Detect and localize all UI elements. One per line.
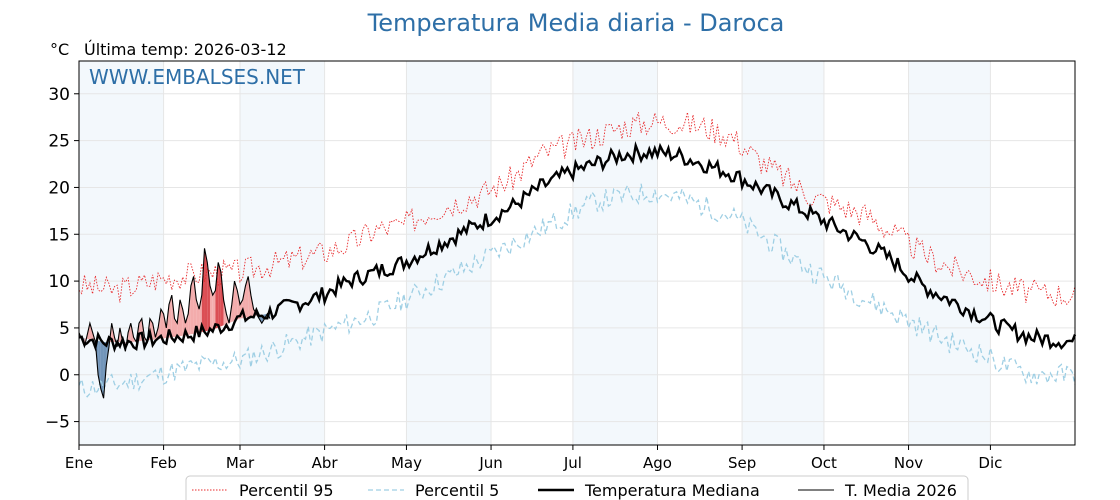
watermark: WWW.EMBALSES.NET xyxy=(89,65,306,89)
x-tick-label-dic: Dic xyxy=(978,454,1002,472)
legend-label-percentil-5: Percentil 5 xyxy=(415,481,499,500)
anomaly-fill-38 xyxy=(190,276,194,335)
anomaly-fill-41 xyxy=(199,295,202,333)
series-percentil-5 xyxy=(78,183,1076,398)
x-tick-label-may: May xyxy=(391,454,422,472)
series-percentil-95 xyxy=(78,111,1076,308)
month-band-4 xyxy=(742,61,824,445)
anomaly-fill-34 xyxy=(179,299,183,337)
month-band-2 xyxy=(406,61,492,445)
y-tick-label-0: 0 xyxy=(59,366,70,386)
anomaly-fill-58 xyxy=(245,276,249,318)
anomaly-fill-55 xyxy=(237,290,240,320)
anomaly-fill-49 xyxy=(220,271,224,327)
legend-box xyxy=(185,475,969,500)
month-band-1 xyxy=(239,61,325,445)
chart-title: Temperatura Media diaria - Daroca xyxy=(367,9,785,37)
anomaly-fill-54 xyxy=(234,281,238,321)
x-tick-label-nov: Nov xyxy=(894,454,923,472)
plot-frame xyxy=(78,60,1076,446)
anomaly-fill-39 xyxy=(193,276,197,334)
x-tick-label-feb: Feb xyxy=(150,454,177,472)
x-tick-label-ene: Ene xyxy=(65,454,93,472)
plot-area: WWW.EMBALSES.NET −5 0 5 10 15 20 25 30 Ene Feb Mar A… xyxy=(45,60,1077,472)
x-tick-label-oct: Oct xyxy=(811,454,837,472)
y-tick-label--5: −5 xyxy=(45,413,70,433)
x-tick-label-jul: Jul xyxy=(563,454,582,472)
anomaly-fill-31 xyxy=(171,295,175,338)
series-t-media-2026 xyxy=(78,248,271,399)
legend-label-t-media-2026: T. Media 2026 xyxy=(844,481,957,500)
unit-label: °C xyxy=(50,40,69,59)
series-temperatura-mediana xyxy=(78,140,1077,353)
month-band-0 xyxy=(79,61,164,445)
anomaly-fill-27 xyxy=(160,309,164,339)
x-tick-label-abr: Abr xyxy=(312,454,339,472)
last-temp-label: Última temp: 2026-03-12 xyxy=(84,40,287,59)
month-band-5 xyxy=(908,61,991,445)
legend-label-percentil-95: Percentil 95 xyxy=(239,481,334,500)
anomaly-fill-50 xyxy=(223,299,227,326)
month-band-3 xyxy=(572,61,658,445)
x-tick-label-jun: Jun xyxy=(478,454,502,472)
anomaly-fill-44 xyxy=(207,262,210,331)
anomaly-fill-48 xyxy=(218,262,221,328)
legend-label-temperatura-mediana: Temperatura Mediana xyxy=(584,481,760,500)
anomaly-fill-30 xyxy=(169,295,172,338)
y-tick-label-30: 30 xyxy=(48,85,70,105)
anomaly-fill-59 xyxy=(248,276,251,318)
x-tick-label-ago: Ago xyxy=(643,454,672,472)
y-tick-label-5: 5 xyxy=(59,319,70,339)
x-tick-label-sep: Sep xyxy=(728,454,756,472)
x-tick-label-mar: Mar xyxy=(226,454,255,472)
y-tick-label-15: 15 xyxy=(48,225,70,245)
anomaly-fill-43 xyxy=(204,248,208,332)
y-tick-label-10: 10 xyxy=(48,272,70,292)
legend: Percentil 95 Percentil 5 Temperatura Media… xyxy=(185,475,969,500)
anomaly-fill-46 xyxy=(212,290,216,330)
y-tick-label-20: 20 xyxy=(48,178,70,198)
y-tick-label-25: 25 xyxy=(48,132,70,152)
anomaly-fill-45 xyxy=(209,285,213,331)
anomaly-fill-15 xyxy=(128,323,131,342)
